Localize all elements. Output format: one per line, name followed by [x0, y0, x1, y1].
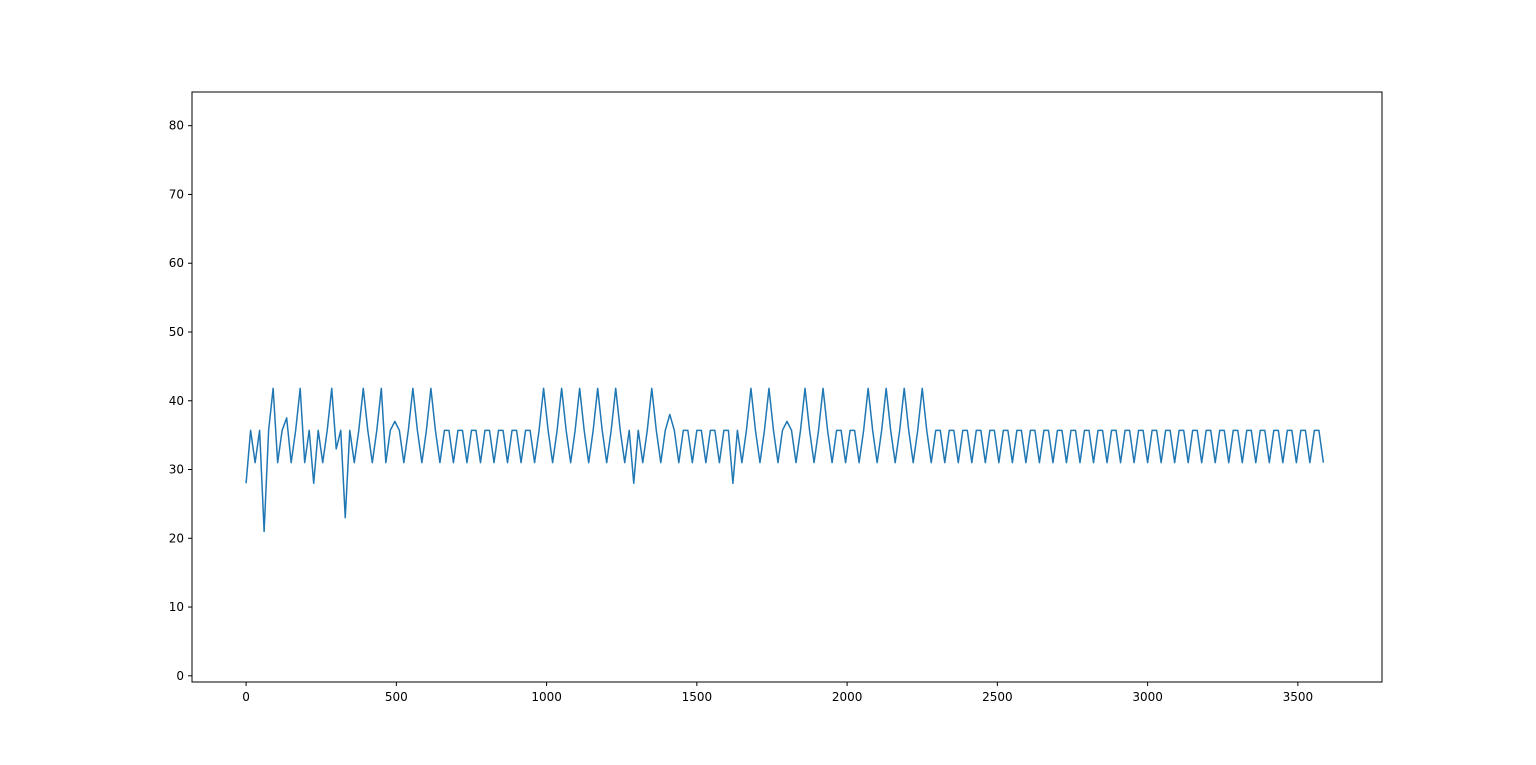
x-tick-label: 0	[242, 690, 250, 704]
x-tick-label: 1500	[682, 690, 713, 704]
y-tick-label: 30	[169, 463, 184, 477]
x-tick-label: 2500	[982, 690, 1013, 704]
y-tick-label: 20	[169, 531, 184, 545]
x-tick-label: 1000	[531, 690, 562, 704]
plot-frame	[191, 91, 1383, 683]
y-tick-label: 0	[176, 669, 184, 683]
x-tick-label: 500	[385, 690, 408, 704]
y-tick-label: 40	[169, 394, 184, 408]
x-axis: 0 500 1000 1500 2000 2500 3000 3500	[242, 682, 1313, 704]
plot-area	[245, 387, 1325, 533]
x-tick-label: 3500	[1283, 690, 1314, 704]
y-tick-label: 50	[169, 325, 184, 339]
x-tick-label: 3000	[1132, 690, 1163, 704]
y-tick-label: 60	[169, 256, 184, 270]
series-line-0	[245, 387, 1325, 533]
y-tick-label: 80	[169, 119, 184, 133]
x-tick-label: 2000	[832, 690, 863, 704]
y-tick-label: 10	[169, 600, 184, 614]
y-tick-label: 70	[169, 187, 184, 201]
y-axis: 0 10 20 30 40 50 60 70 80	[169, 119, 192, 683]
